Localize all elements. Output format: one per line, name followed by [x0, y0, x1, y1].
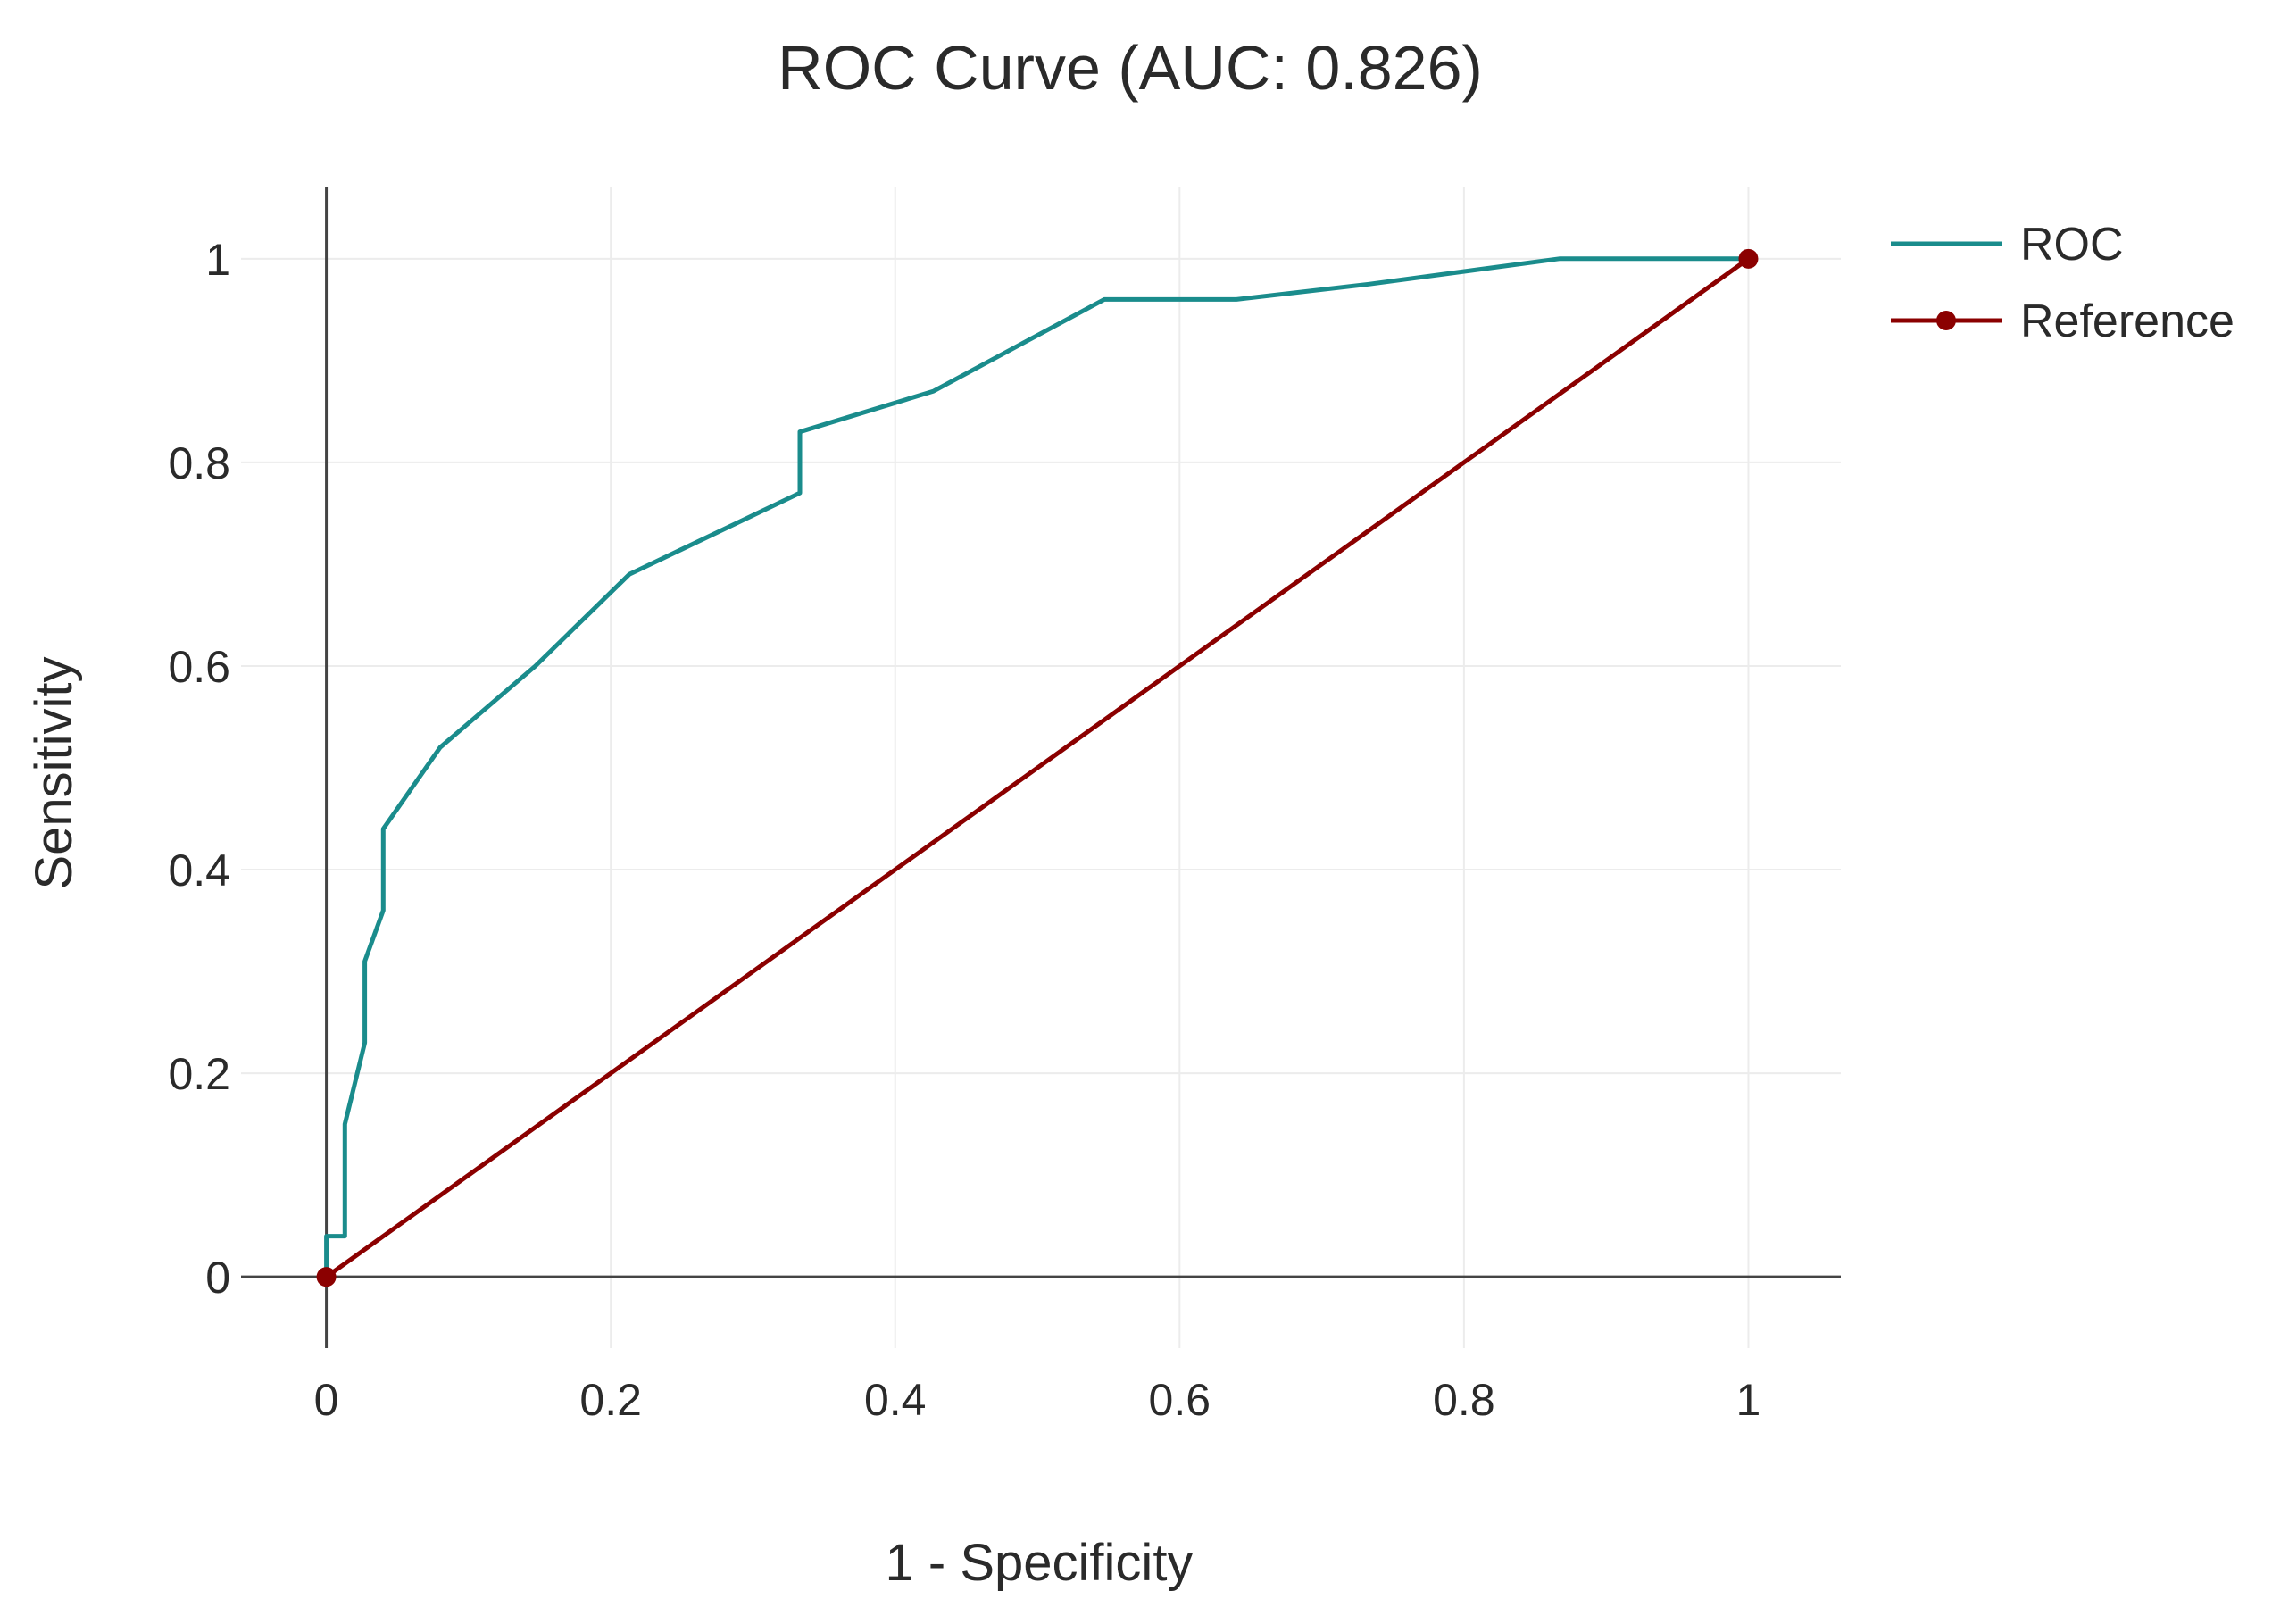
x-tick-label: 0.6 — [1149, 1375, 1211, 1425]
y-tick-label: 0.2 — [168, 1049, 230, 1099]
x-tick-label: 1 — [1736, 1375, 1761, 1425]
reference-point — [1738, 248, 1759, 269]
x-tick-label: 0.8 — [1433, 1375, 1495, 1425]
y-tick-label: 0.6 — [168, 642, 230, 692]
legend-item-roc[interactable]: ROC — [1891, 219, 2124, 271]
y-tick-label: 1 — [205, 235, 230, 285]
axis-lines — [241, 187, 1841, 1348]
legend-label-roc: ROC — [2020, 219, 2124, 271]
legend-item-reference[interactable]: Reference — [1891, 296, 2235, 347]
y-tick-label: 0.4 — [168, 845, 230, 895]
tick-labels: 0 0.2 0.4 0.6 0.8 1 0 0.2 0.4 0.6 0.8 1 — [168, 235, 1760, 1425]
chart-title: ROC Curve (AUC: 0.826) — [778, 33, 1483, 103]
y-tick-label: 0 — [205, 1253, 230, 1303]
x-tick-label: 0 — [314, 1375, 339, 1425]
x-tick-label: 0.2 — [579, 1375, 642, 1425]
y-tick-label: 0.8 — [168, 438, 230, 488]
legend[interactable]: ROC Reference — [1891, 219, 2235, 347]
y-axis-title: Sensitivity — [25, 656, 83, 889]
reference-point — [316, 1267, 337, 1287]
series-layer — [316, 248, 1759, 1287]
x-tick-label: 0.4 — [864, 1375, 927, 1425]
legend-marker-reference — [1936, 311, 1956, 330]
roc-series-line — [324, 256, 1751, 1279]
legend-label-reference: Reference — [2020, 296, 2235, 347]
x-axis-title: 1 - Specificity — [886, 1534, 1194, 1592]
reference-series-line — [324, 256, 1751, 1279]
